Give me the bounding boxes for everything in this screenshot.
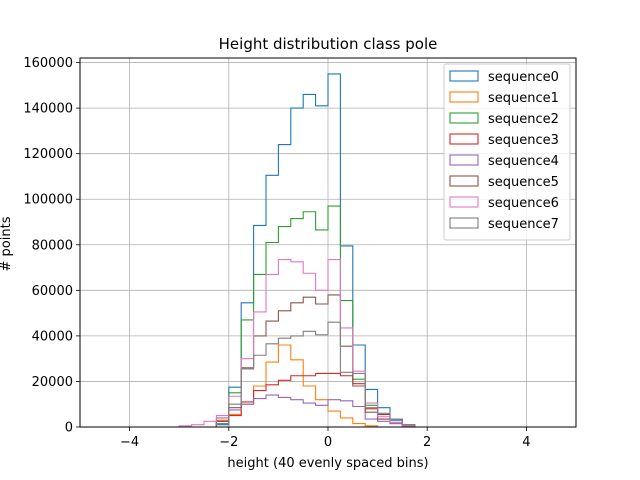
y-tick-label: 20000	[32, 375, 73, 390]
legend-label-sequence0: sequence0	[488, 70, 559, 85]
legend-swatch-sequence4	[449, 154, 479, 166]
legend-swatch-sequence2	[449, 112, 479, 124]
y-tick-label: 80000	[32, 238, 73, 253]
legend-label-sequence4: sequence4	[488, 154, 559, 169]
x-tick-label: 4	[522, 435, 530, 450]
x-tick-label: −2	[219, 435, 238, 450]
y-tick-label: 60000	[32, 284, 73, 299]
x-tick-label: 2	[423, 435, 431, 450]
legend-label-sequence3: sequence3	[488, 133, 559, 148]
legend-box	[443, 63, 571, 241]
y-tick-label: 120000	[23, 147, 73, 162]
legend-swatch-sequence3	[449, 133, 479, 145]
axis-ticks: −4 −2 0 2 4 0 20000 40000 60000 80000 100000 120000…	[23, 56, 530, 450]
legend: sequence0 sequence1 sequence2 sequence3 sequ…	[443, 63, 571, 241]
legend-label-sequence2: sequence2	[488, 112, 559, 127]
legend-swatch-sequence5	[449, 175, 479, 187]
x-tick-label: 0	[324, 435, 332, 450]
legend-label-sequence7: sequence7	[488, 217, 559, 232]
x-axis-label: height (40 evenly spaced bins)	[227, 456, 428, 471]
y-tick-label: 0	[65, 421, 73, 436]
legend-swatch-sequence7	[449, 217, 479, 229]
legend-swatch-sequence0	[449, 70, 479, 82]
legend-label-sequence5: sequence5	[488, 175, 559, 190]
y-tick-label: 140000	[23, 102, 73, 117]
x-tick-label: −4	[120, 435, 139, 450]
y-axis-label: # points	[0, 216, 14, 271]
y-tick-label: 40000	[32, 329, 73, 344]
y-tick-label: 160000	[23, 56, 73, 71]
chart-title: Height distribution class pole	[219, 35, 438, 53]
legend-label-sequence1: sequence1	[488, 91, 559, 106]
legend-swatch-sequence1	[449, 91, 479, 103]
y-tick-label: 100000	[23, 193, 73, 208]
legend-swatch-sequence6	[449, 196, 479, 208]
legend-label-sequence6: sequence6	[488, 196, 559, 211]
